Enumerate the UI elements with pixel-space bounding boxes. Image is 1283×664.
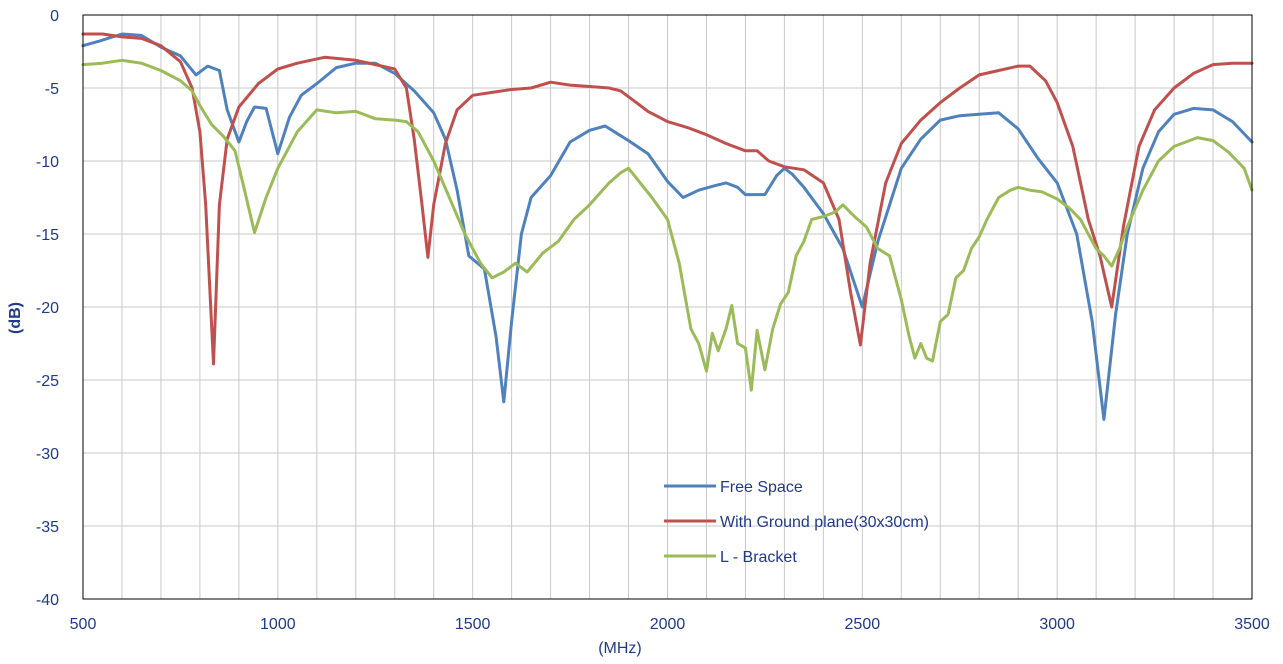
y-tick-label: 0 [50,8,59,25]
x-tick-label: 2000 [650,616,686,633]
x-tick-label: 1500 [455,616,491,633]
y-tick-labels: 0 -5 -10 -15 -20 -25 -30 -35 -40 [36,8,59,609]
legend: Free Space With Ground plane(30x30cm) L - … [664,479,929,566]
y-tick-label: -25 [36,373,59,390]
x-tick-labels: 500 1000 1500 2000 2500 3000 3500 [70,616,1270,633]
y-axis-title: (dB) [7,302,24,334]
x-tick-label: 2500 [845,616,881,633]
legend-label: Free Space [720,479,803,496]
x-tick-label: 500 [70,616,97,633]
legend-label: L - Bracket [720,549,797,566]
x-axis-title: (MHz) [598,640,642,657]
plot-area-frame [82,14,1253,600]
series-line-0 [81,32,1254,421]
x-tick-label: 3500 [1234,616,1270,633]
y-tick-label: -40 [36,592,59,609]
series-lines [81,32,1254,421]
series-line-2 [81,58,1254,392]
series-line-1 [81,32,1254,366]
y-tick-label: -10 [36,154,59,171]
y-tick-label: -35 [36,519,59,536]
x-tick-label: 3000 [1039,616,1075,633]
x-tick-label: 1000 [260,616,296,633]
y-tick-label: -15 [36,227,59,244]
grid-lines [83,14,1252,600]
y-tick-label: -30 [36,446,59,463]
legend-label: With Ground plane(30x30cm) [720,514,929,531]
y-tick-label: -20 [36,300,59,317]
y-tick-label: -5 [45,81,59,98]
